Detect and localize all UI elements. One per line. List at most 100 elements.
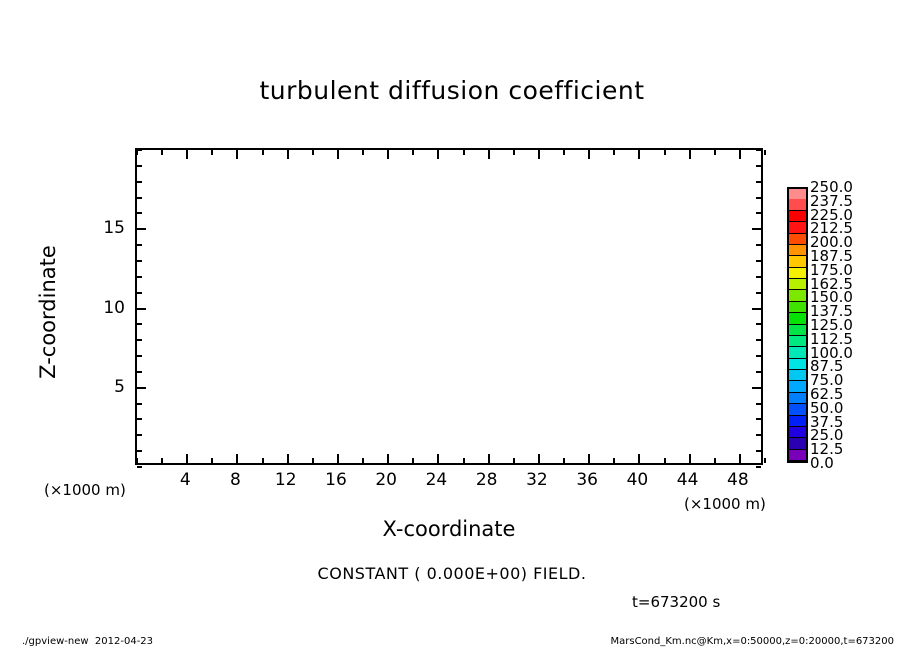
colorbar-band — [789, 449, 806, 461]
colorbar-band — [789, 279, 806, 291]
axis-tick — [588, 150, 591, 159]
constant-field-note: CONSTANT ( 0.000E+00) FIELD. — [317, 564, 587, 583]
axis-tick — [137, 228, 146, 231]
axis-tick-minor — [713, 150, 716, 155]
colorbar-band — [789, 438, 806, 450]
axis-tick-minor — [756, 450, 761, 453]
axis-tick-minor — [311, 150, 314, 155]
colorbar-tick-label: 250.0 — [810, 178, 853, 196]
colorbar-tick-label: 75.0 — [810, 371, 844, 390]
axis-tick-minor — [756, 418, 761, 421]
colorbar-band — [789, 426, 806, 439]
colorbar-band — [789, 370, 806, 382]
y-tick-label: 15 — [103, 218, 125, 239]
axis-tick-minor — [137, 402, 142, 405]
x-axis-title: X-coordinate — [382, 517, 516, 541]
axis-tick — [336, 454, 339, 463]
axis-tick-minor — [261, 150, 264, 155]
colorbar-tick-label: 112.5 — [810, 329, 853, 348]
axis-tick-minor — [663, 150, 666, 155]
y-axis-title: Z-coordinate — [36, 245, 60, 379]
axis-tick — [752, 228, 761, 231]
x-units-right: (×1000 m) — [684, 495, 766, 513]
axis-tick-minor — [137, 466, 142, 468]
axis-tick-minor — [764, 150, 766, 155]
axis-tick-minor — [713, 458, 716, 463]
axis-tick — [186, 150, 189, 159]
axis-tick-minor — [563, 458, 566, 463]
axis-tick-minor — [137, 180, 142, 183]
axis-tick-minor — [756, 164, 761, 167]
axis-tick — [236, 454, 239, 463]
axis-tick — [186, 454, 189, 463]
colorbar-tick-label: 87.5 — [810, 357, 844, 376]
axis-tick-minor — [412, 458, 415, 463]
colorbar-band — [789, 324, 806, 336]
axis-tick — [286, 150, 289, 159]
colorbar-tick-label: 175.0 — [810, 260, 853, 279]
x-tick-label: 8 — [230, 470, 241, 490]
axis-tick-minor — [137, 244, 142, 247]
x-tick-label: 32 — [526, 470, 548, 490]
colorbar-band — [789, 222, 806, 234]
axis-tick — [236, 150, 239, 159]
axis-tick — [437, 454, 440, 463]
axis-tick-minor — [137, 149, 142, 151]
axis-tick — [738, 150, 741, 159]
time-note: t=673200 s — [632, 593, 721, 611]
axis-tick-minor — [137, 164, 142, 167]
axis-tick — [387, 150, 390, 159]
axis-tick-minor — [756, 180, 761, 183]
axis-tick-minor — [137, 291, 142, 294]
axis-tick — [137, 386, 146, 389]
x-tick-label: 4 — [179, 470, 191, 490]
axis-tick-minor — [613, 458, 616, 463]
colorbar-tick-label: 225.0 — [810, 205, 853, 224]
axis-tick-minor — [211, 150, 214, 155]
x-units-left: (×1000 m) — [44, 481, 126, 499]
y-tick-label: 5 — [114, 376, 125, 397]
colorbar-tick-label: 12.5 — [810, 440, 844, 459]
axis-tick-minor — [663, 458, 666, 463]
axis-tick-minor — [462, 458, 465, 463]
colorbar — [787, 187, 808, 463]
axis-tick-minor — [756, 212, 761, 215]
x-tick-label: 12 — [274, 470, 297, 490]
colorbar-band — [789, 199, 806, 211]
x-tick-label: 28 — [475, 470, 498, 490]
axis-tick-minor — [756, 402, 761, 405]
axis-tick-minor — [136, 458, 138, 463]
axis-tick — [387, 454, 390, 463]
axis-tick-minor — [137, 259, 142, 262]
x-tick-label: 48 — [727, 470, 749, 490]
axis-tick-minor — [462, 150, 465, 155]
colorbar-band — [789, 335, 806, 348]
colorbar-tick-label: 25.0 — [810, 426, 844, 445]
axis-tick — [688, 150, 691, 159]
colorbar-tick-label: 100.0 — [810, 343, 853, 362]
axis-tick-minor — [137, 434, 142, 437]
x-tick-label: 36 — [576, 470, 598, 490]
axis-tick-minor — [756, 323, 761, 326]
colorbar-tick-label: 187.5 — [810, 247, 853, 265]
axis-tick-minor — [136, 150, 138, 155]
axis-tick-minor — [261, 458, 264, 463]
colorbar-band — [789, 347, 806, 359]
colorbar-band — [789, 392, 806, 405]
axis-tick-minor — [137, 450, 142, 453]
axis-tick-minor — [137, 275, 142, 278]
axis-tick-minor — [764, 458, 766, 463]
colorbar-band — [789, 404, 806, 416]
axis-tick-minor — [161, 150, 164, 155]
x-tick-label: 20 — [375, 470, 397, 490]
axis-tick — [738, 454, 741, 463]
axis-tick-minor — [613, 150, 616, 155]
axis-tick-minor — [137, 370, 142, 373]
colorbar-labels: 250.0 237.5 225.0 212.5 200.0 187.5 175.0 162.5… — [810, 180, 900, 471]
axis-tick — [137, 307, 146, 310]
colorbar-tick-label: 137.5 — [810, 302, 853, 321]
colorbar-tick-label: 37.5 — [810, 412, 844, 431]
axis-tick — [487, 454, 490, 463]
colorbar-band — [789, 358, 806, 370]
axis-tick — [336, 150, 339, 159]
